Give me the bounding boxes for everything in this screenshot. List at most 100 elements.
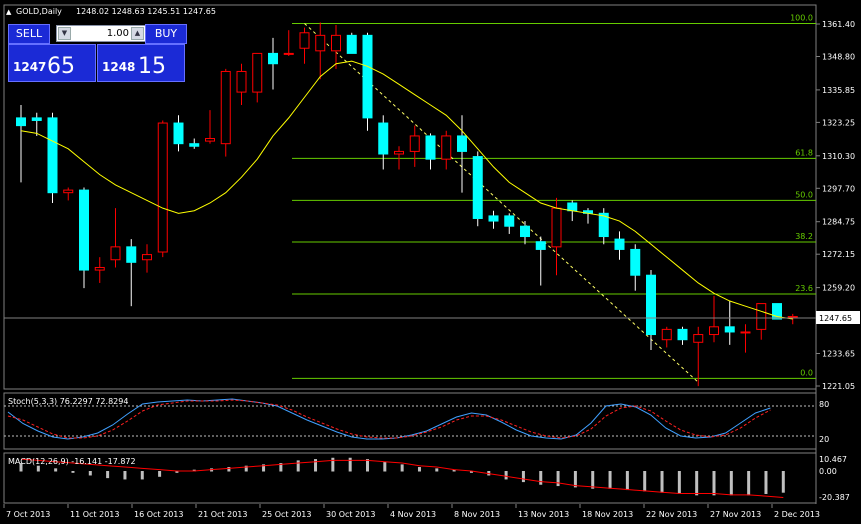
fib-level-label: 61.8	[795, 148, 813, 157]
quantity-input[interactable]	[73, 26, 131, 41]
candle[interactable]	[488, 210, 499, 229]
fib-level-label: 38.2	[795, 232, 813, 241]
macd-label: MACD(12,26,9) -16.141 -17.872	[8, 457, 136, 466]
candle[interactable]	[614, 231, 625, 260]
time-tick-label: 13 Nov 2013	[518, 510, 569, 519]
ask-price-suffix: 15	[138, 54, 166, 79]
candle[interactable]	[709, 295, 719, 343]
candle[interactable]	[157, 120, 168, 258]
candle[interactable]	[740, 324, 751, 353]
candle[interactable]	[661, 326, 672, 348]
fib-trendline[interactable]	[304, 23, 699, 383]
time-tick-label: 30 Oct 2013	[326, 510, 375, 519]
quantity-decrease-button[interactable]: ▼	[58, 27, 71, 40]
quantity-field: ▼ ▲	[56, 25, 146, 42]
time-tick-label: 8 Nov 2013	[454, 510, 500, 519]
candle[interactable]	[189, 138, 200, 149]
price-tick-label: 1259.20	[822, 284, 855, 293]
candle[interactable]	[598, 208, 609, 245]
stochastic-layer	[4, 398, 816, 440]
candle[interactable]	[756, 303, 767, 340]
candle[interactable]	[205, 110, 215, 144]
time-tick-label: 4 Nov 2013	[390, 510, 436, 519]
macd-layer	[19, 457, 785, 498]
candle[interactable]	[31, 112, 42, 136]
fib-level-label: 100.0	[790, 13, 813, 22]
candle[interactable]	[16, 104, 26, 183]
candle[interactable]	[331, 25, 341, 69]
stoch-main-line[interactable]	[7, 398, 771, 440]
candle[interactable]	[646, 270, 656, 351]
time-tick-label: 11 Oct 2013	[70, 510, 119, 519]
candle[interactable]	[110, 208, 121, 268]
time-tick-label: 2 Dec 2013	[774, 510, 820, 519]
bid-price-suffix: 65	[47, 54, 75, 79]
price-tick-label: 1335.85	[822, 86, 855, 95]
candle[interactable]	[504, 213, 515, 234]
candle[interactable]	[315, 22, 326, 80]
candle[interactable]	[378, 115, 389, 170]
candle[interactable]	[693, 326, 704, 387]
candle[interactable]	[63, 187, 74, 201]
candle[interactable]	[236, 63, 247, 105]
stoch-level-80: 80	[819, 400, 829, 409]
stoch-level-20: 20	[819, 435, 829, 444]
macd-signal-line[interactable]	[20, 458, 784, 498]
symbol-info: GOLD,Daily	[16, 7, 62, 16]
price-tick-label: 1284.75	[822, 218, 855, 227]
buy-button[interactable]: BUY	[145, 24, 187, 44]
candle[interactable]	[362, 32, 373, 131]
current-price-label	[816, 311, 860, 324]
sell-button[interactable]: SELL	[8, 24, 50, 44]
candle[interactable]	[630, 244, 641, 291]
stoch-label: Stoch(5,3,3) 76.2297 72.8294	[8, 397, 128, 406]
stoch-signal-line[interactable]	[7, 399, 771, 439]
price-tick-label: 1310.30	[822, 152, 855, 161]
candle[interactable]	[677, 326, 688, 345]
candle[interactable]	[457, 115, 467, 193]
candle[interactable]	[94, 257, 105, 283]
candle[interactable]	[268, 37, 278, 90]
candle[interactable]	[47, 112, 58, 204]
price-tick-label: 1233.65	[822, 350, 855, 359]
candle[interactable]	[142, 244, 152, 273]
bid-price-box[interactable]: 1247 65	[8, 44, 96, 82]
candle[interactable]	[299, 27, 310, 64]
ask-price-prefix: 1248	[102, 60, 136, 74]
trendline-layer	[304, 23, 699, 383]
moving-average-line[interactable]	[20, 60, 793, 320]
ohlc-values: 1248.02 1248.63 1245.51 1247.65	[76, 7, 216, 16]
candle[interactable]	[724, 301, 735, 345]
candle[interactable]	[472, 151, 483, 227]
symbol-triangle-icon: ▲	[6, 8, 12, 16]
macd-tick-top: 10.467	[819, 455, 847, 464]
candle[interactable]	[126, 239, 137, 307]
candle[interactable]	[252, 52, 263, 103]
time-tick-label: 16 Oct 2013	[134, 510, 183, 519]
time-tick-label: 25 Oct 2013	[262, 510, 311, 519]
candle[interactable]	[173, 115, 184, 152]
candle[interactable]	[425, 133, 436, 170]
price-tick-label: 1361.40	[822, 20, 855, 29]
candle[interactable]	[535, 236, 546, 286]
fib-level-label: 0.0	[800, 368, 813, 377]
quantity-increase-button[interactable]: ▲	[131, 27, 144, 40]
current-price-text: 1247.65	[819, 314, 852, 323]
macd-tick-bottom: -20.387	[819, 493, 850, 502]
candle[interactable]	[283, 30, 294, 56]
candle[interactable]	[441, 130, 452, 170]
fib-level-label: 23.6	[795, 284, 813, 293]
candle[interactable]	[409, 125, 420, 167]
candle[interactable]	[346, 32, 357, 54]
price-tick-label: 1297.70	[822, 184, 855, 193]
candle[interactable]	[520, 221, 530, 245]
bid-price-prefix: 1247	[13, 60, 47, 74]
ask-price-box[interactable]: 1248 15	[97, 44, 185, 82]
time-tick-label: 18 Nov 2013	[582, 510, 633, 519]
candle[interactable]	[79, 187, 89, 289]
time-axis: 7 Oct 2013 11 Oct 2013 16 Oct 2013 21 Oct 2…	[3, 504, 820, 519]
candle[interactable]	[394, 146, 404, 170]
candle[interactable]	[220, 68, 231, 157]
price-tick-label: 1323.25	[822, 118, 855, 127]
